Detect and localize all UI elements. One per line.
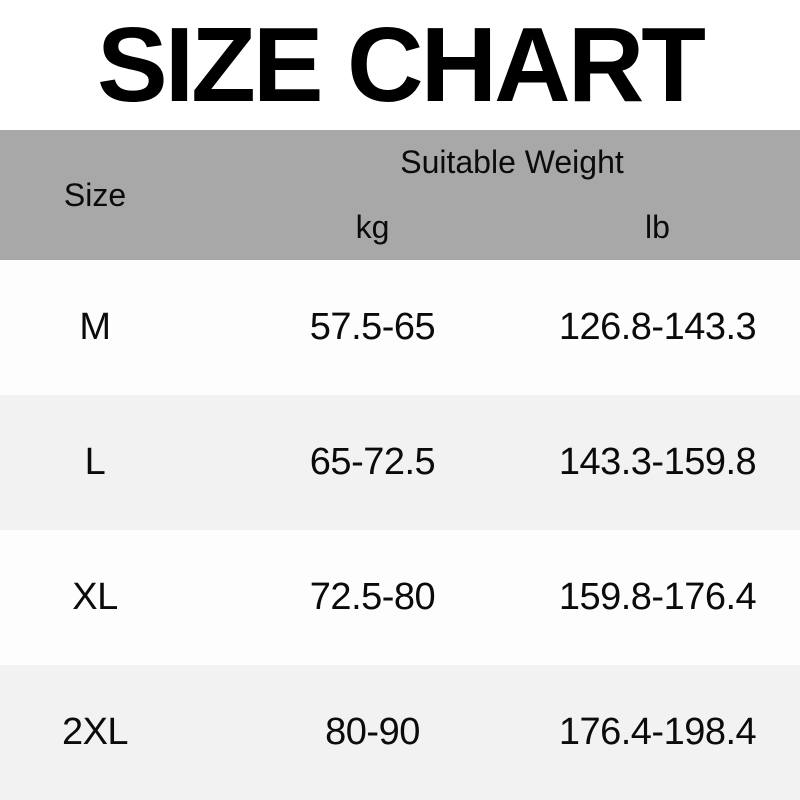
lb-cell: 126.8-143.3 <box>558 306 757 348</box>
column-header-size: Size <box>63 176 127 213</box>
size-cell: L <box>84 441 106 483</box>
size-cell: M <box>79 306 111 348</box>
title-bar: SIZE CHART <box>0 0 800 130</box>
table-row: 2XL 80-90 176.4-198.4 <box>0 665 800 800</box>
column-header-kg: kg <box>355 209 390 245</box>
size-cell: XL <box>72 576 118 618</box>
kg-cell: 80-90 <box>325 711 420 753</box>
page-title: SIZE CHART <box>97 6 706 124</box>
table-row: L 65-72.5 143.3-159.8 <box>0 395 800 530</box>
size-cell: 2XL <box>61 711 129 753</box>
size-table-body: M 57.5-65 126.8-143.3 L 65-72.5 143.3-159.8 XL… <box>0 260 800 800</box>
size-table: Size Suitable Weight kg lb M 57.5-65 126.8… <box>0 130 800 800</box>
kg-cell: 57.5-65 <box>309 306 436 348</box>
column-header-lb: lb <box>645 209 670 245</box>
lb-cell: 159.8-176.4 <box>558 576 757 618</box>
lb-cell: 143.3-159.8 <box>558 441 757 483</box>
kg-cell: 72.5-80 <box>309 576 436 618</box>
kg-cell: 65-72.5 <box>309 441 436 483</box>
table-row: M 57.5-65 126.8-143.3 <box>0 260 800 395</box>
table-row: XL 72.5-80 159.8-176.4 <box>0 530 800 665</box>
table-header: Size Suitable Weight kg lb <box>0 130 800 260</box>
column-header-suitable-weight: Suitable Weight <box>400 144 624 180</box>
lb-cell: 176.4-198.4 <box>558 711 757 753</box>
